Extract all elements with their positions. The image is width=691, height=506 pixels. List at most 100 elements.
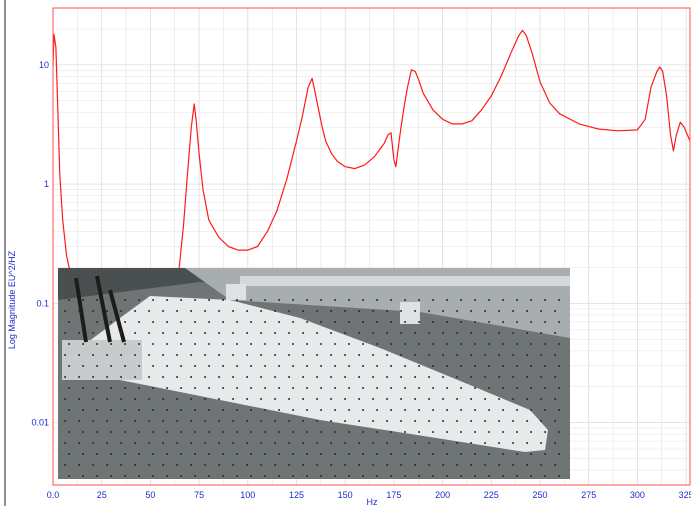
- table-hole: [428, 398, 431, 400]
- table-hole: [512, 376, 515, 378]
- table-hole: [376, 321, 379, 323]
- table-hole: [432, 387, 435, 389]
- table-hole: [68, 321, 71, 323]
- table-hole: [96, 475, 99, 477]
- table-hole: [320, 453, 323, 455]
- x-tick-label: 150: [338, 490, 353, 500]
- table-hole: [362, 409, 365, 411]
- table-hole: [558, 409, 561, 411]
- table-hole: [414, 442, 417, 444]
- table-hole: [358, 464, 361, 466]
- table-hole: [138, 343, 141, 345]
- table-hole: [246, 464, 249, 466]
- table-hole: [292, 365, 295, 367]
- table-hole: [414, 310, 417, 312]
- table-hole: [264, 409, 267, 411]
- y-tick-label: 1: [44, 179, 49, 189]
- table-hole: [138, 409, 141, 411]
- table-hole: [316, 310, 319, 312]
- table-hole: [162, 442, 165, 444]
- table-hole: [460, 409, 463, 411]
- table-hole: [110, 343, 113, 345]
- table-hole: [540, 310, 543, 312]
- table-hole: [460, 387, 463, 389]
- table-hole: [386, 354, 389, 356]
- table-hole: [288, 332, 291, 334]
- table-hole: [530, 387, 533, 389]
- table-hole: [194, 321, 197, 323]
- table-hole: [484, 332, 487, 334]
- table-hole: [334, 431, 337, 433]
- table-hole: [190, 310, 193, 312]
- table-hole: [446, 299, 449, 301]
- x-tick-label: 100: [240, 490, 255, 500]
- table-hole: [82, 299, 85, 301]
- table-hole: [530, 409, 533, 411]
- table-hole: [204, 442, 207, 444]
- table-hole: [344, 464, 347, 466]
- table-hole: [456, 398, 459, 400]
- table-hole: [372, 354, 375, 356]
- table-hole: [68, 431, 71, 433]
- table-hole: [148, 376, 151, 378]
- table-hole: [274, 332, 277, 334]
- table-hole: [418, 409, 421, 411]
- table-hole: [176, 376, 179, 378]
- table-hole: [330, 354, 333, 356]
- x-tick-labels: 0.0 25 50 75 100 125 150 175 200 225 250 275 300 325: [47, 490, 691, 500]
- table-hole: [194, 387, 197, 389]
- table-hole: [512, 464, 515, 466]
- table-hole: [320, 365, 323, 367]
- table-hole: [106, 442, 109, 444]
- table-hole: [362, 453, 365, 455]
- table-hole: [194, 343, 197, 345]
- table-hole: [292, 453, 295, 455]
- table-hole: [414, 354, 417, 356]
- table-hole: [428, 420, 431, 422]
- table-hole: [544, 299, 547, 301]
- table-hole: [502, 475, 505, 477]
- table-hole: [218, 420, 221, 422]
- table-hole: [166, 299, 169, 301]
- table-hole: [334, 409, 337, 411]
- table-hole: [292, 343, 295, 345]
- table-hole: [190, 420, 193, 422]
- table-hole: [502, 365, 505, 367]
- table-hole: [544, 453, 547, 455]
- table-hole: [236, 409, 239, 411]
- table-hole: [404, 321, 407, 323]
- table-hole: [456, 464, 459, 466]
- table-hole: [554, 442, 557, 444]
- table-hole: [348, 299, 351, 301]
- table-hole: [330, 420, 333, 422]
- table-hole: [176, 442, 179, 444]
- table-hole: [208, 409, 211, 411]
- table-hole: [292, 409, 295, 411]
- table-hole: [110, 299, 113, 301]
- table-hole: [194, 299, 197, 301]
- table-hole: [162, 420, 165, 422]
- table-hole: [418, 321, 421, 323]
- table-hole: [474, 453, 477, 455]
- table-hole: [400, 398, 403, 400]
- table-hole: [554, 464, 557, 466]
- table-hole: [512, 332, 515, 334]
- clamp-block-right: [400, 302, 420, 324]
- table-hole: [190, 398, 193, 400]
- table-hole: [470, 310, 473, 312]
- table-hole: [484, 442, 487, 444]
- table-hole: [306, 431, 309, 433]
- table-hole: [432, 453, 435, 455]
- table-hole: [194, 409, 197, 411]
- table-hole: [152, 365, 155, 367]
- table-hole: [488, 365, 491, 367]
- table-hole: [400, 332, 403, 334]
- table-hole: [278, 299, 281, 301]
- table-hole: [180, 387, 183, 389]
- table-hole: [166, 387, 169, 389]
- table-hole: [376, 431, 379, 433]
- table-hole: [376, 387, 379, 389]
- table-hole: [274, 376, 277, 378]
- table-hole: [78, 332, 81, 334]
- table-hole: [222, 387, 225, 389]
